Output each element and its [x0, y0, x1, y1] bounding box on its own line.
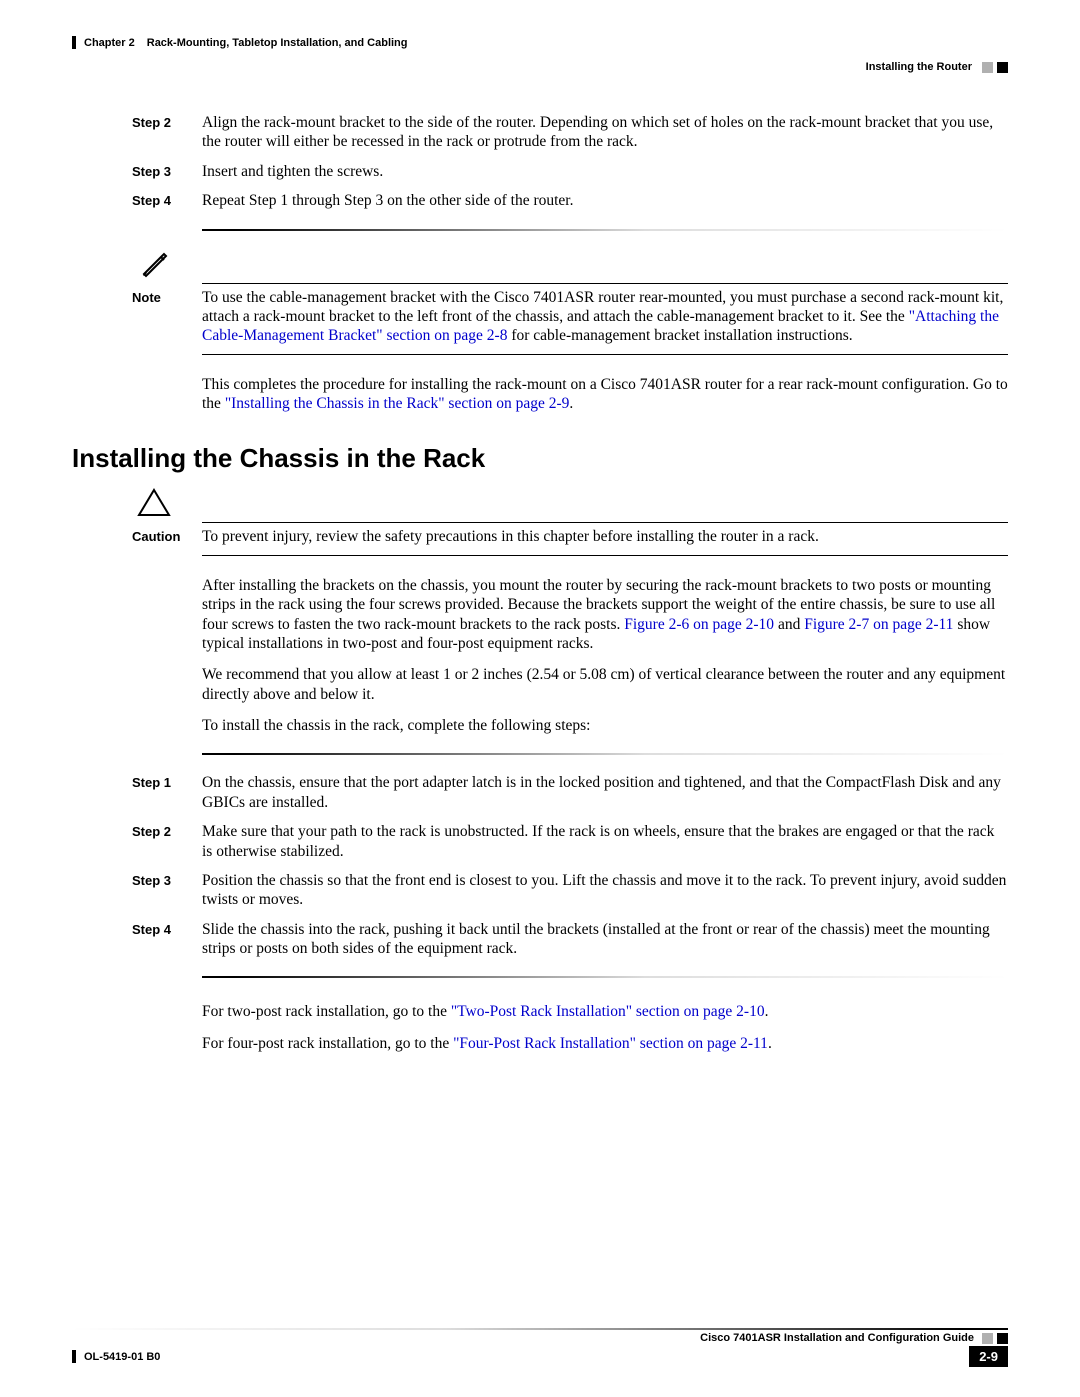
step-text: Align the rack-mount bracket to the side… [202, 113, 1008, 152]
step-row: Step 2 Align the rack-mount bracket to t… [132, 113, 1008, 152]
completion-after: . [569, 395, 573, 412]
note-text-before: To use the cable-management bracket with… [202, 289, 1003, 325]
step-label: Step 2 [132, 822, 202, 861]
divider-icon [202, 753, 1008, 755]
caution-block: Caution To prevent injury, review the sa… [132, 488, 1008, 555]
footer-doc-title: Cisco 7401ASR Installation and Configura… [700, 1332, 974, 1344]
body-p1: After installing the brackets on the cha… [202, 576, 1008, 654]
header-left: Chapter 2 Rack-Mounting, Tabletop Instal… [72, 36, 1008, 49]
footer-row-2: OL-5419-01 B0 2-9 [72, 1346, 1008, 1367]
p1-mid: and [774, 616, 804, 633]
step-text: Position the chassis so that the front e… [202, 871, 1008, 910]
header-right: Installing the Router [72, 61, 1008, 73]
chapter-label: Chapter 2 [84, 37, 135, 49]
step-label: Step 1 [132, 773, 202, 812]
chapter-title: Rack-Mounting, Tabletop Installation, an… [147, 37, 408, 49]
footer: Cisco 7401ASR Installation and Configura… [72, 1328, 1008, 1367]
caution-label: Caution [132, 527, 202, 544]
figure-2-7-link[interactable]: Figure 2-7 on page 2-11 [804, 616, 953, 633]
step-text: On the chassis, ensure that the port ada… [202, 773, 1008, 812]
note-block: Note To use the cable-management bracket… [132, 249, 1008, 355]
four-post-before: For four-post rack installation, go to t… [202, 1035, 453, 1052]
step-row: Step 3 Insert and tighten the screws. [132, 162, 1008, 181]
two-post-before: For two-post rack installation, go to th… [202, 1003, 451, 1020]
section-heading: Installing the Chassis in the Rack [72, 443, 1008, 474]
step-text: Slide the chassis into the rack, pushing… [202, 920, 1008, 959]
footer-divider [72, 1328, 1008, 1330]
footer-square-icon [997, 1333, 1008, 1344]
header-square-icon [997, 62, 1008, 73]
footer-left: OL-5419-01 B0 [72, 1350, 160, 1363]
footer-square-icon [982, 1333, 993, 1344]
completion-paragraph: This completes the procedure for install… [202, 375, 1008, 414]
caution-divider [202, 555, 1008, 556]
caution-triangle-icon [137, 488, 171, 518]
divider-icon [202, 976, 1008, 978]
step-label: Step 3 [132, 162, 202, 181]
caution-row: Caution To prevent injury, review the sa… [132, 527, 1008, 546]
step-row: Step 1 On the chassis, ensure that the p… [132, 773, 1008, 812]
four-post-link[interactable]: "Four-Post Rack Installation" section on… [453, 1035, 768, 1052]
step-label: Step 3 [132, 871, 202, 910]
header-square-icon [982, 62, 993, 73]
note-divider [202, 283, 1008, 284]
step-text: Insert and tighten the screws. [202, 162, 1008, 181]
footer-row-1: Cisco 7401ASR Installation and Configura… [72, 1332, 1008, 1344]
document-page: Chapter 2 Rack-Mounting, Tabletop Instal… [0, 0, 1080, 1101]
footer-bar-icon [72, 1350, 76, 1363]
four-post-after: . [768, 1035, 772, 1052]
step-label: Step 4 [132, 920, 202, 959]
two-post-after: . [765, 1003, 769, 1020]
caution-icon-column [132, 488, 202, 518]
note-icon-column [132, 249, 202, 279]
content-area: Step 2 Align the rack-mount bracket to t… [132, 113, 1008, 413]
note-label: Note [132, 288, 202, 305]
footer-doc-num: OL-5419-01 B0 [84, 1351, 160, 1363]
two-post-link[interactable]: "Two-Post Rack Installation" section on … [451, 1003, 765, 1020]
note-text-after: for cable-management bracket installatio… [507, 327, 852, 344]
step-text: Make sure that your path to the rack is … [202, 822, 1008, 861]
install-chassis-link[interactable]: "Installing the Chassis in the Rack" sec… [225, 395, 570, 412]
caution-divider [202, 522, 1008, 523]
step-text: Repeat Step 1 through Step 3 on the othe… [202, 191, 1008, 210]
page-number: 2-9 [969, 1346, 1008, 1367]
note-text: To use the cable-management bracket with… [202, 288, 1008, 346]
figure-2-6-link[interactable]: Figure 2-6 on page 2-10 [624, 616, 774, 633]
caution-text: To prevent injury, review the safety pre… [202, 527, 1008, 546]
step-row: Step 4 Slide the chassis into the rack, … [132, 920, 1008, 959]
content-area-2: Caution To prevent injury, review the sa… [132, 488, 1008, 1053]
body-p3: To install the chassis in the rack, comp… [202, 716, 1008, 735]
pencil-icon [139, 249, 169, 279]
step-label: Step 4 [132, 191, 202, 210]
divider-icon [202, 229, 1008, 231]
note-row: Note To use the cable-management bracket… [132, 288, 1008, 346]
section-label: Installing the Router [866, 61, 972, 73]
step-row: Step 4 Repeat Step 1 through Step 3 on t… [132, 191, 1008, 210]
two-post-paragraph: For two-post rack installation, go to th… [202, 1002, 1008, 1021]
four-post-paragraph: For four-post rack installation, go to t… [202, 1034, 1008, 1053]
step-row: Step 2 Make sure that your path to the r… [132, 822, 1008, 861]
note-divider [202, 354, 1008, 355]
step-label: Step 2 [132, 113, 202, 152]
step-row: Step 3 Position the chassis so that the … [132, 871, 1008, 910]
header-bar-icon [72, 36, 76, 49]
body-p2: We recommend that you allow at least 1 o… [202, 665, 1008, 704]
